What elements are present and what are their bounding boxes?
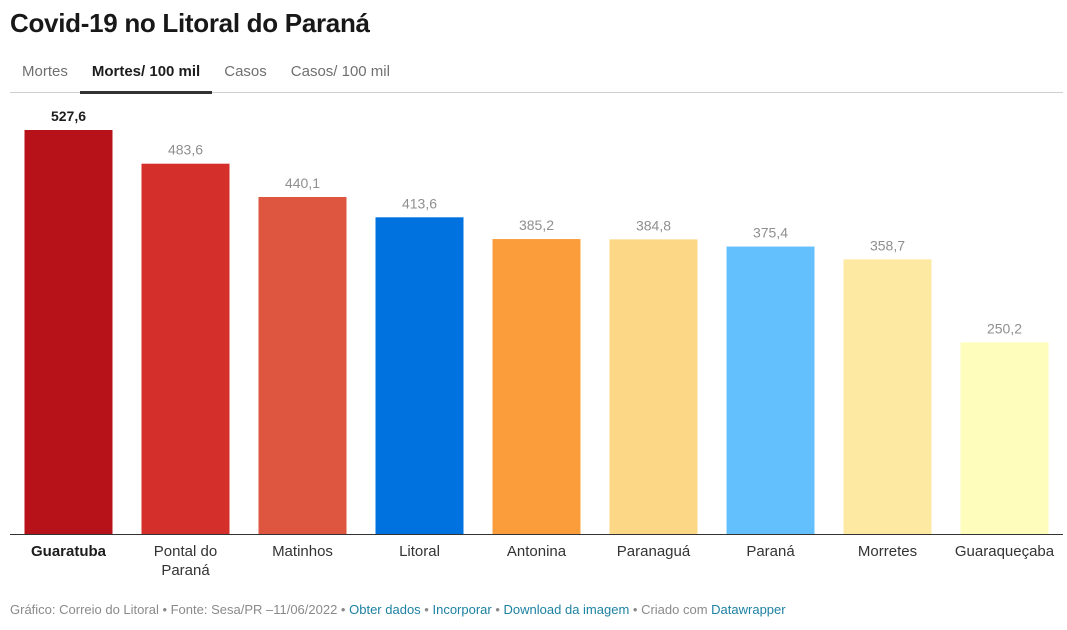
category-label-litoral: Litoral	[399, 543, 440, 560]
bar-morretes	[843, 259, 932, 534]
value-label-antonina: 385,2	[519, 217, 554, 233]
footer-separator: •	[424, 602, 429, 617]
bar-guaratuba	[24, 130, 113, 534]
category-label-parana: Paraná	[746, 543, 795, 560]
value-label-guaraquecaba: 250,2	[987, 320, 1022, 336]
value-label-parana: 375,4	[753, 225, 788, 241]
category-label-guaratuba: Guaratuba	[31, 543, 107, 560]
download-image-link[interactable]: Download da imagem	[503, 602, 630, 617]
bar-parana	[726, 246, 815, 534]
bar-pontal-do-parana	[141, 163, 230, 534]
tab-casos-100-mil[interactable]: Casos/ 100 mil	[290, 63, 390, 80]
category-label-morretes: Morretes	[858, 543, 917, 560]
datawrapper-link[interactable]: Datawrapper	[711, 602, 786, 617]
value-label-morretes: 358,7	[870, 237, 905, 253]
value-label-pontal-do-parana: 483,6	[168, 142, 203, 158]
bar-paranagua	[609, 239, 698, 534]
value-label-guaratuba: 527,6	[51, 108, 86, 124]
value-label-litoral: 413,6	[402, 195, 437, 211]
value-label-paranagua: 384,8	[636, 217, 671, 233]
category-label-paranagua: Paranaguá	[617, 543, 691, 560]
tab-mortes-100-mil[interactable]: Mortes/ 100 mil	[79, 58, 213, 94]
footer-source: Gráfico: Correio do Litoral • Fonte: Ses…	[10, 602, 346, 617]
metric-tabs: Mortes Mortes/ 100 mil Casos Casos/ 100 …	[10, 58, 1063, 94]
footer-created-with: • Criado com	[632, 602, 708, 617]
chart-title: Covid-19 no Litoral do Paraná	[10, 8, 370, 38]
value-label-matinhos: 440,1	[285, 175, 320, 191]
category-label-pontal-do-parana: Pontal do Paraná	[154, 543, 217, 579]
tab-mortes[interactable]: Mortes	[22, 63, 68, 80]
bar-litoral	[375, 217, 464, 534]
category-label-matinhos: Matinhos	[272, 543, 333, 560]
bar-matinhos	[258, 197, 347, 534]
bar-chart: 527,6 Guaratuba 483,6 Pontal do Paraná 440,1 M…	[10, 108, 1063, 579]
get-data-link[interactable]: Obter dados	[349, 602, 421, 617]
tab-casos[interactable]: Casos	[224, 63, 267, 80]
category-label-antonina: Antonina	[507, 543, 567, 560]
footer-separator: •	[495, 602, 500, 617]
bar-guaraquecaba	[960, 342, 1049, 534]
category-label-guaraquecaba: Guaraqueçaba	[955, 543, 1055, 560]
bar-antonina	[492, 239, 581, 535]
embed-link[interactable]: Incorporar	[432, 602, 492, 617]
chart-footer: Gráfico: Correio do Litoral • Fonte: Ses…	[10, 602, 786, 617]
